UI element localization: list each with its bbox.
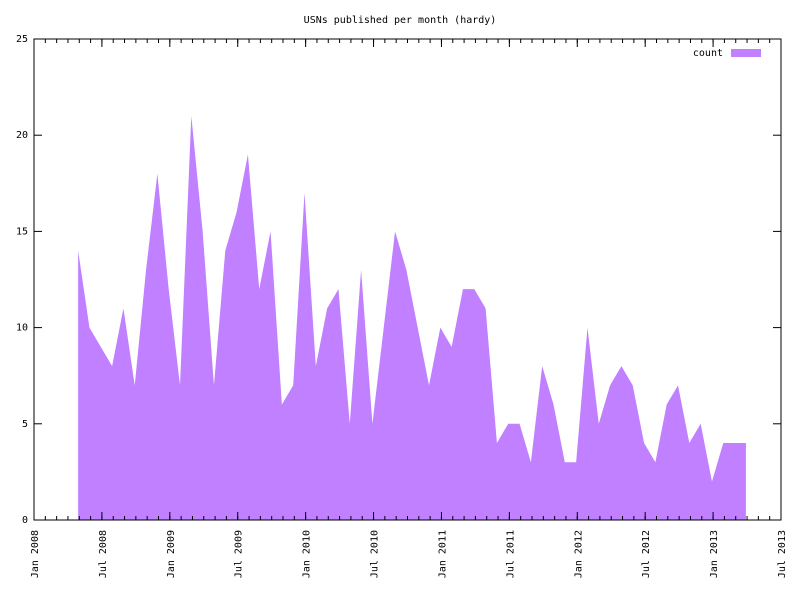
y-tick-label: 0 [22,515,28,526]
x-tick-label: Jul 2009 [234,530,245,578]
x-tick-label: Jul 2013 [777,530,788,578]
x-tick-label: Jan 2008 [30,530,41,578]
x-tick-label: Jul 2008 [98,530,109,578]
x-tick-label: Jan 2012 [573,530,584,578]
x-tick-label: Jan 2013 [709,530,720,578]
y-tick-label: 25 [16,34,28,45]
x-tick-label: Jan 2010 [302,530,313,578]
legend-label: count [693,48,723,59]
y-tick-label: 5 [22,419,28,430]
x-tick-label: Jul 2012 [641,530,652,578]
y-tick-label: 10 [16,323,28,334]
y-tick-label: 20 [16,130,28,141]
legend-swatch [731,49,761,57]
chart-title: USNs published per month (hardy) [304,15,497,26]
y-tick-label: 15 [16,226,28,237]
x-tick-label: Jan 2011 [437,530,448,578]
area [78,115,746,521]
x-tick-label: Jul 2010 [370,530,381,578]
x-tick-label: Jul 2011 [505,530,516,578]
plot-frame [33,38,782,521]
x-tick-label: Jan 2009 [166,530,177,578]
